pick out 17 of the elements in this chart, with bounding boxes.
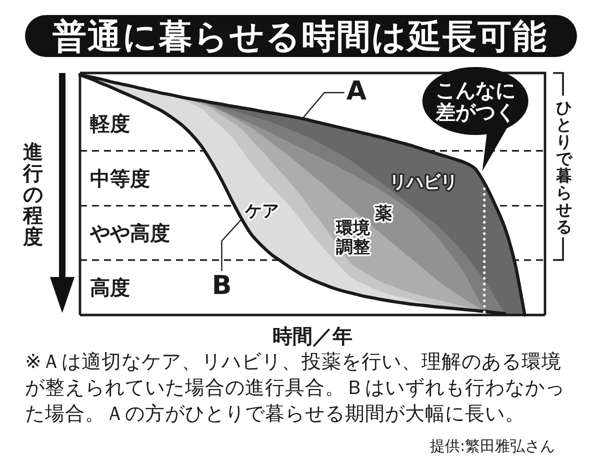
series-label: 薬	[374, 204, 392, 224]
level-label: 軽度	[90, 111, 130, 136]
series-label: ケア	[244, 201, 279, 222]
y-axis-title: 進行の程度	[23, 140, 43, 248]
source: 提供:繁田雅弘さん	[430, 437, 555, 455]
series-label: 環境調整	[336, 218, 370, 258]
series-label: A	[346, 76, 367, 107]
level-label: やや高度	[90, 220, 170, 245]
series-label: リハビリ	[390, 172, 458, 192]
chart-title: 普通に暮らせる時間は延長可能	[52, 17, 548, 57]
bracket-label: ひとりで暮らせる	[556, 98, 572, 236]
annotation-label: こんなに差がつく	[435, 78, 516, 124]
series-label: B	[212, 270, 232, 301]
note: ※Ａは適切なケア、リハビリ、投薬を行い、理解のある環境が整えられていた場合の進行具合。Ｂはいずれも行わなかった場合。Ａの方がひとりで暮らせる期間が大幅に長い。	[25, 349, 565, 427]
level-label: 高度	[90, 276, 130, 300]
x-axis-title: 時間／年	[272, 324, 352, 348]
level-label: 中等度	[90, 166, 150, 190]
